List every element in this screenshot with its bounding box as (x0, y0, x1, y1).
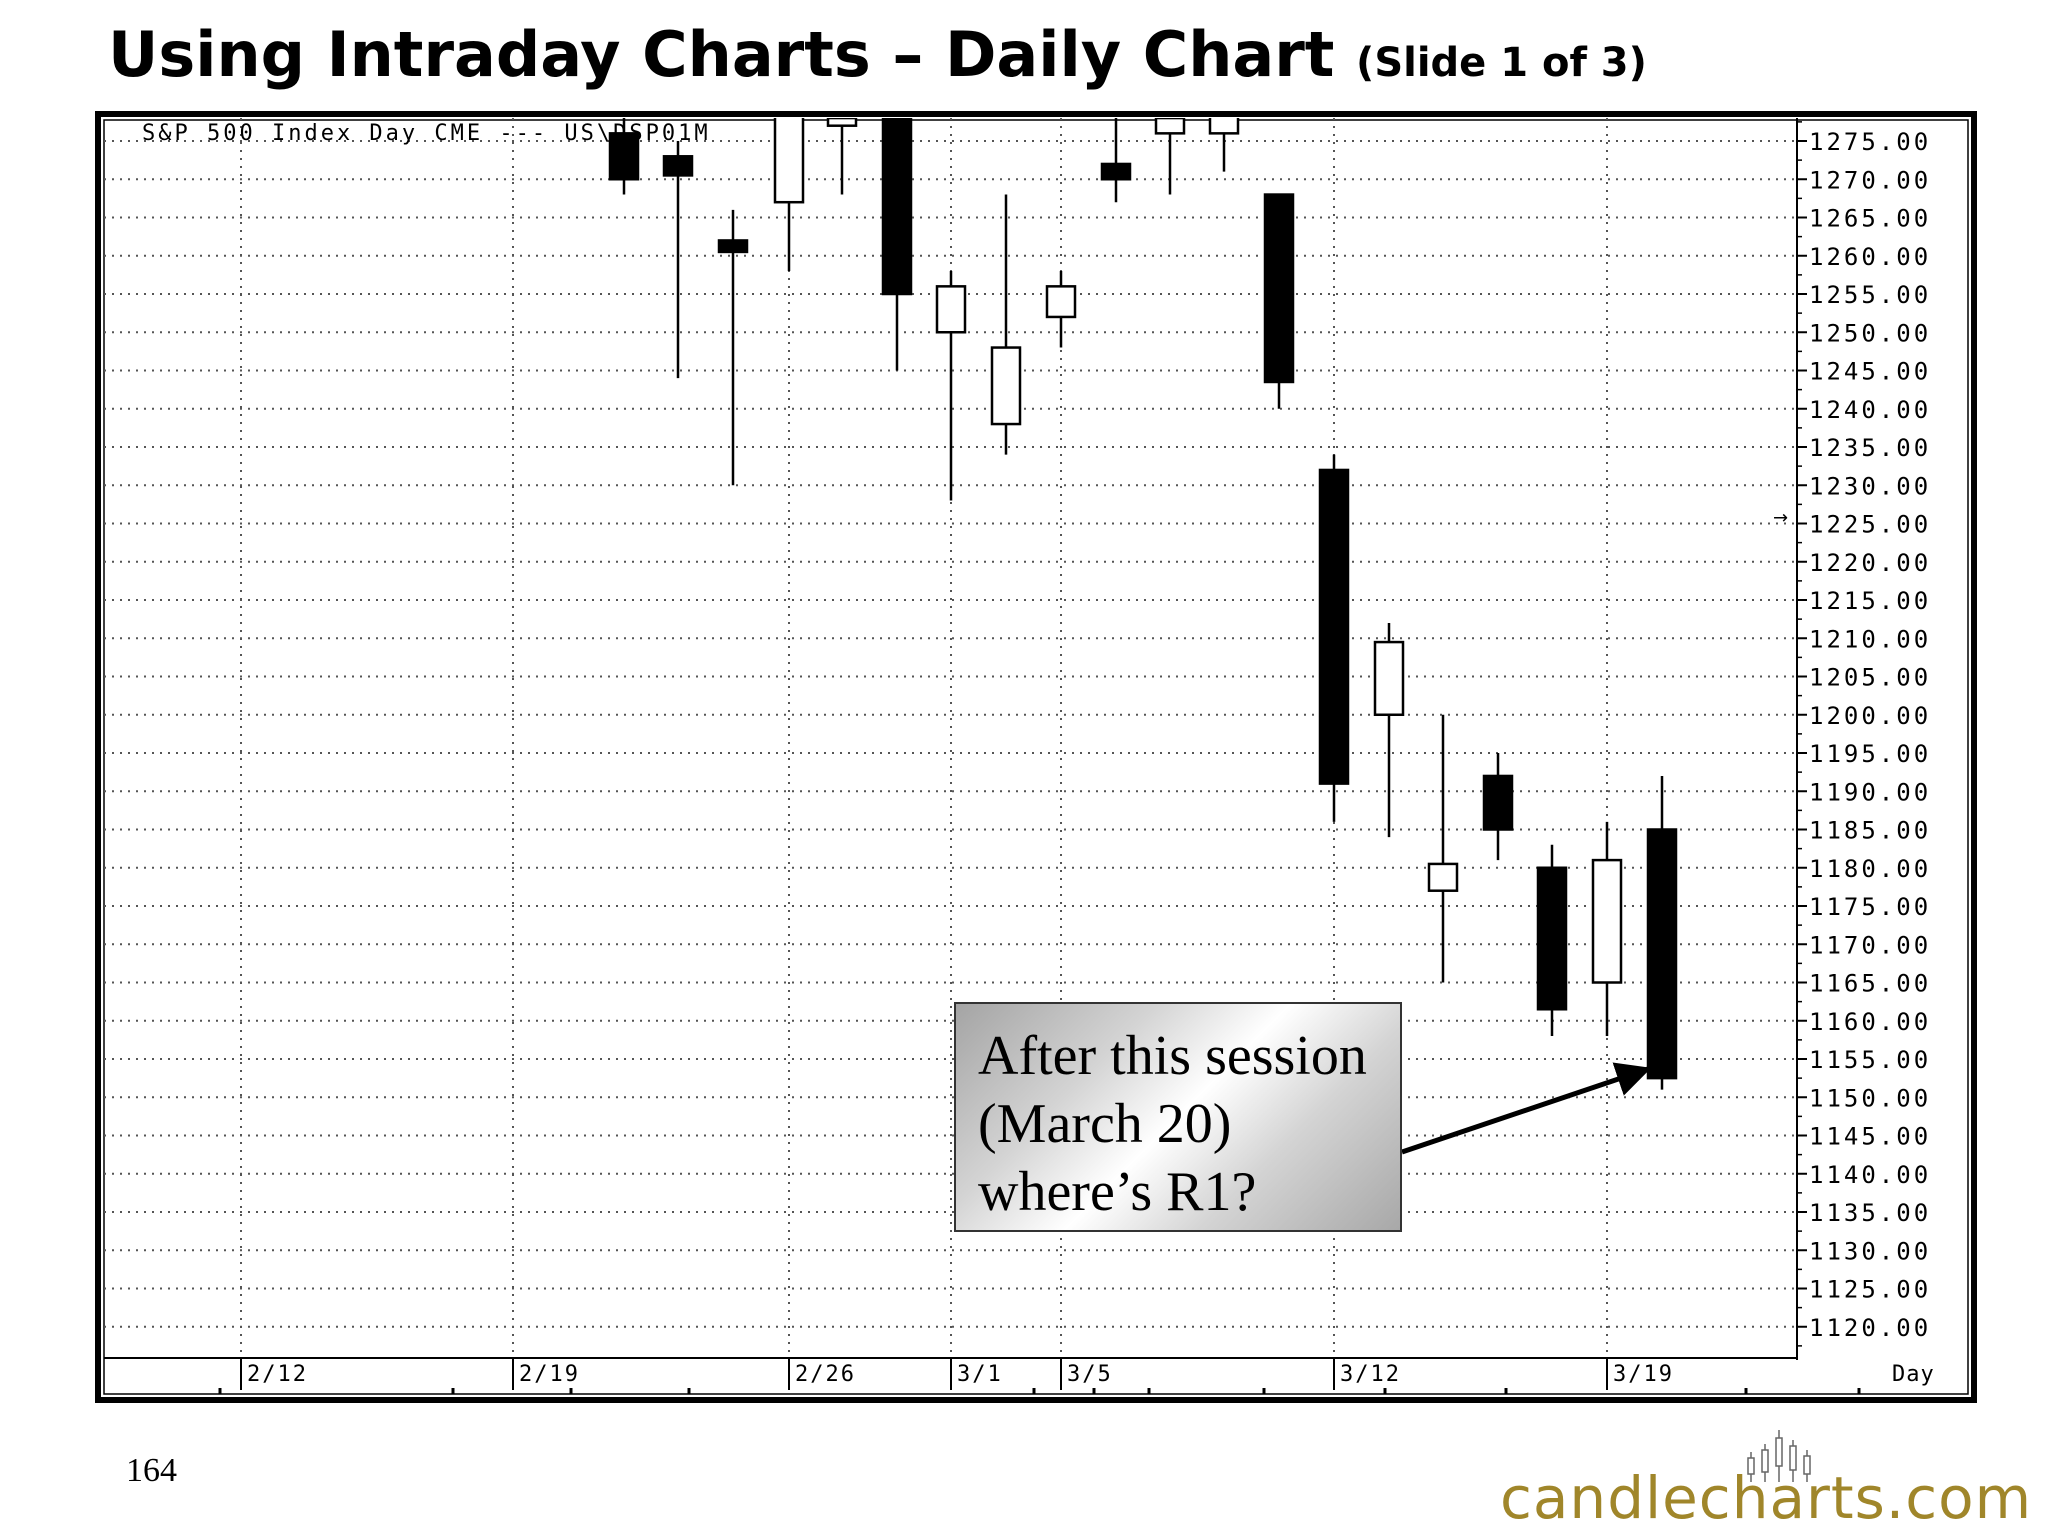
candle-body-bullish (935, 285, 967, 334)
candle-body-bearish (1318, 468, 1350, 785)
candle (1100, 118, 1132, 203)
price-tick-label: 1120.00 (1809, 1314, 1931, 1342)
date-label: 3/5 (1067, 1362, 1113, 1387)
brand-wordmark: candlecharts.com (1500, 1464, 2033, 1532)
candle (826, 118, 858, 195)
page-number: 164 (126, 1452, 177, 1489)
candle (1646, 775, 1678, 1090)
price-axis: 1275.00 1270.00 1265.00 1260.00 1255.00 1250.… (1796, 118, 1931, 1360)
chart-frame-inner (103, 119, 1969, 1395)
price-tick-label: 1215.00 (1809, 587, 1931, 615)
candle-body-bullish (1045, 285, 1077, 319)
candle-body-bullish (1591, 858, 1623, 984)
title-main: Using Intraday Charts – Daily Chart (108, 18, 1335, 91)
price-tick-label: 1170.00 (1809, 931, 1931, 959)
candle (935, 271, 967, 501)
date-label: 2/26 (795, 1362, 856, 1387)
date-label: 3/1 (957, 1362, 1003, 1387)
price-tick-label: 1265.00 (1809, 205, 1931, 233)
callout-arrow (1401, 1062, 1652, 1155)
price-tick-label: 1155.00 (1809, 1046, 1931, 1074)
price-tick-label: 1185.00 (1809, 817, 1931, 845)
candle (717, 209, 749, 486)
chart-header: S&P 500 Index Day CME --- US\DSP01M (142, 121, 711, 146)
slide-title: Using Intraday Charts – Daily Chart (Sli… (108, 14, 1647, 104)
date-label: 3/12 (1340, 1362, 1401, 1387)
candle-body-bearish (1536, 866, 1568, 1011)
price-tick-label: 1165.00 (1809, 970, 1931, 998)
price-tick-label: 1135.00 (1809, 1199, 1931, 1227)
candle-body-bullish (826, 118, 858, 127)
price-tick-label: 1230.00 (1809, 472, 1931, 500)
candle (1318, 454, 1350, 822)
candle (881, 118, 913, 371)
price-tick-label: 1200.00 (1809, 702, 1931, 730)
candle (1208, 118, 1240, 172)
candle-body-bullish (1154, 118, 1186, 135)
candle (1482, 753, 1514, 861)
price-tick-label: 1275.00 (1809, 128, 1931, 156)
candle-body-bearish (717, 239, 749, 254)
candle-body-bearish (1100, 162, 1132, 181)
price-tick-label: 1195.00 (1809, 740, 1931, 768)
price-tick-label: 1245.00 (1809, 358, 1931, 386)
candles-logo-icon (1747, 1430, 1811, 1482)
candle-body-bullish (773, 118, 805, 204)
price-tick-label: 1145.00 (1809, 1123, 1931, 1151)
price-tick-label: 1240.00 (1809, 396, 1931, 424)
candle-body-bearish (1263, 193, 1295, 384)
price-tick-label: 1205.00 (1809, 664, 1931, 692)
candle-body-bearish (1646, 828, 1678, 1080)
candle-body-bullish (990, 346, 1022, 426)
candle-body-bearish (608, 132, 640, 181)
price-tick-label: 1220.00 (1809, 549, 1931, 577)
candle (773, 118, 805, 272)
price-tick-label: 1250.00 (1809, 319, 1931, 347)
date-label: 2/19 (519, 1362, 580, 1387)
callout-line-3: where’s R1? (978, 1161, 1257, 1223)
date-label: 3/19 (1613, 1362, 1674, 1387)
candle (990, 194, 1022, 455)
date-axis: 2/12 2/19 2/26 3/1 3/5 3/12 3/19 (104, 1357, 1861, 1394)
callout-line-1: After this session (978, 1025, 1367, 1087)
candle (1536, 844, 1568, 1037)
price-tick-label: 1160.00 (1809, 1008, 1931, 1036)
x-axis-label: Day (1892, 1362, 1935, 1387)
title-slide-count: (Slide 1 of 3) (1356, 40, 1647, 86)
candle (1373, 622, 1405, 838)
candle (1427, 714, 1459, 983)
candle (1045, 271, 1077, 348)
candle-body-bearish (881, 118, 913, 296)
price-tick-label: 1235.00 (1809, 434, 1931, 462)
price-tick-label: 1255.00 (1809, 281, 1931, 309)
candle (1154, 118, 1186, 195)
annotation-callout: After this session (March 20) where’s R1… (954, 1002, 1402, 1232)
callout-line-2: (March 20) (978, 1093, 1232, 1155)
price-tick-label: 1150.00 (1809, 1084, 1931, 1112)
date-label: 2/12 (247, 1362, 308, 1387)
price-tick-label: 1225.00 (1809, 511, 1931, 539)
brand-logo: candlecharts.com (1500, 1426, 2031, 1536)
price-tick-label: 1125.00 (1809, 1276, 1931, 1304)
last-price-marker-icon: → (1773, 507, 1788, 528)
candle (1263, 193, 1295, 409)
price-tick-label: 1175.00 (1809, 893, 1931, 921)
candle (662, 141, 694, 379)
candle-body-bearish (1482, 774, 1514, 831)
candle-body-bullish (1208, 118, 1240, 135)
price-tick-label: 1180.00 (1809, 855, 1931, 883)
price-tick-label: 1210.00 (1809, 625, 1931, 653)
price-tick-label: 1130.00 (1809, 1237, 1931, 1265)
price-tick-label: 1260.00 (1809, 243, 1931, 271)
price-tick-label: 1190.00 (1809, 778, 1931, 806)
candle-body-bearish (662, 155, 694, 177)
candle-body-bullish (1373, 640, 1405, 717)
price-tick-label: 1270.00 (1809, 166, 1931, 194)
candle (1591, 821, 1623, 1037)
candle (608, 118, 640, 195)
candle-body-bullish (1427, 862, 1459, 892)
candles (608, 118, 1678, 1090)
price-tick-label: 1140.00 (1809, 1161, 1931, 1189)
